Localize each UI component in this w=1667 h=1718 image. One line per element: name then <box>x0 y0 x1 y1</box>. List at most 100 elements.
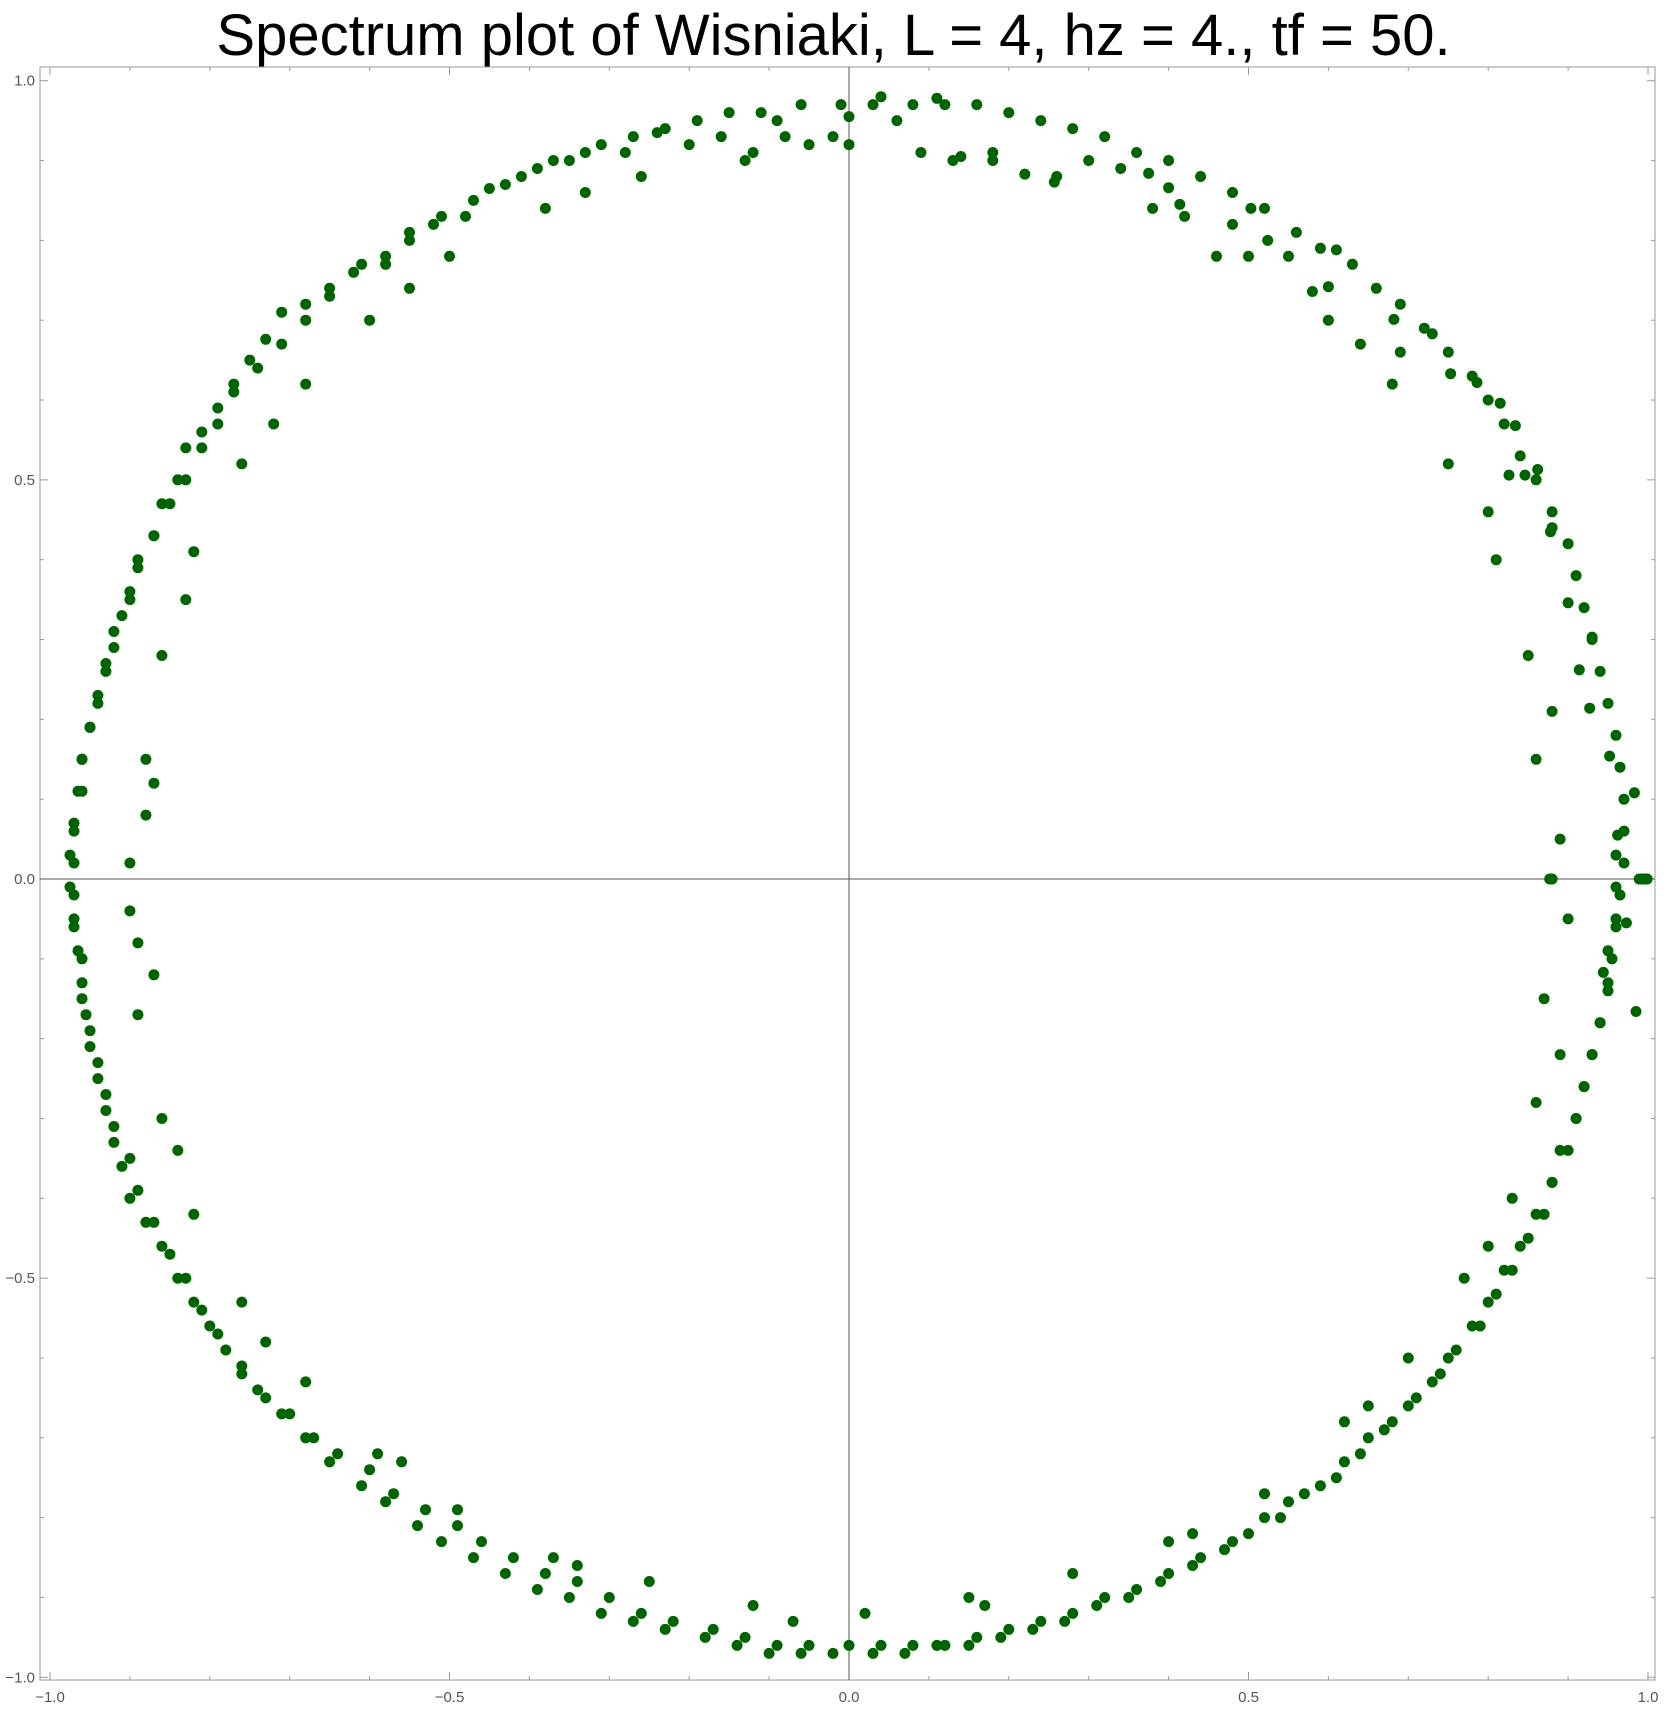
data-point <box>907 1639 919 1651</box>
data-point <box>180 442 192 454</box>
points-layer <box>64 91 1653 1659</box>
data-point <box>931 1639 943 1651</box>
data-point <box>531 163 543 174</box>
data-point <box>1163 182 1175 194</box>
data-point <box>1362 1400 1374 1412</box>
data-point <box>132 1009 144 1021</box>
data-point <box>1059 1615 1071 1627</box>
data-point <box>212 402 224 414</box>
data-point <box>260 1392 272 1404</box>
data-point <box>843 139 855 151</box>
data-point <box>68 889 80 901</box>
data-point <box>124 1152 136 1164</box>
data-point <box>140 809 152 821</box>
data-point <box>196 426 208 438</box>
data-point <box>180 594 192 606</box>
data-point <box>172 1144 184 1156</box>
data-point <box>627 1615 639 1627</box>
data-point <box>1115 163 1127 174</box>
data-point <box>939 99 951 111</box>
data-point <box>1386 1416 1398 1428</box>
data-point <box>1275 1512 1286 1524</box>
data-point <box>1354 1448 1366 1460</box>
data-point <box>188 1208 200 1220</box>
y-tick-labels: −1.0 −0.5 0.0 0.5 1.0 <box>5 73 35 1687</box>
data-point <box>987 147 999 158</box>
data-point <box>579 187 591 198</box>
data-point <box>1298 1488 1310 1500</box>
data-point <box>100 658 112 669</box>
data-point <box>76 993 88 1005</box>
data-point <box>164 1248 176 1260</box>
data-point <box>1131 1584 1143 1595</box>
data-point <box>100 1105 112 1116</box>
data-point <box>739 1631 751 1643</box>
data-point <box>1445 368 1457 380</box>
data-point <box>372 1448 384 1460</box>
data-point <box>1402 1352 1414 1364</box>
data-point <box>476 1536 487 1548</box>
data-point <box>1283 1496 1294 1508</box>
data-point <box>867 99 879 111</box>
data-point <box>300 378 312 390</box>
data-point <box>1283 250 1294 262</box>
data-point <box>1546 506 1558 518</box>
data-point <box>1442 1352 1454 1364</box>
data-point <box>827 1647 839 1659</box>
data-point <box>1051 171 1063 182</box>
data-point <box>1163 155 1175 166</box>
data-point <box>76 977 88 989</box>
data-point <box>420 1504 431 1516</box>
data-point <box>979 1600 991 1611</box>
data-point <box>891 115 903 127</box>
data-point <box>1402 1400 1414 1412</box>
data-point <box>108 1121 120 1132</box>
data-point <box>747 1600 759 1611</box>
data-point <box>1530 753 1542 765</box>
data-point <box>1243 1528 1254 1540</box>
data-point <box>1506 1192 1518 1204</box>
y-tick-label: 1.0 <box>14 73 35 90</box>
data-point <box>1562 913 1574 925</box>
data-point <box>1474 1320 1486 1332</box>
y-tick-label: 0.5 <box>14 472 35 489</box>
data-point <box>1163 1536 1175 1548</box>
data-point <box>1506 1264 1518 1276</box>
data-point <box>1362 1432 1374 1444</box>
data-point <box>1450 1344 1462 1356</box>
data-point <box>867 1647 879 1659</box>
data-point <box>1091 1600 1103 1611</box>
data-point <box>755 107 767 119</box>
y-tick-label: 0.0 <box>14 871 35 888</box>
data-point <box>132 1184 144 1196</box>
data-point <box>571 1576 583 1587</box>
data-point <box>1490 1288 1502 1300</box>
data-point <box>332 1448 344 1460</box>
data-point <box>1498 1264 1510 1276</box>
data-point <box>1594 1017 1606 1029</box>
data-point <box>907 99 919 111</box>
data-point <box>236 1296 248 1308</box>
data-point <box>388 1488 400 1500</box>
data-point <box>1602 697 1614 709</box>
data-point <box>1147 202 1159 214</box>
data-point <box>1482 394 1494 406</box>
data-point <box>595 1607 607 1619</box>
data-point <box>100 1089 112 1100</box>
data-point <box>236 1368 248 1380</box>
data-point <box>1394 298 1406 310</box>
data-point <box>699 1631 711 1643</box>
data-point <box>1602 945 1614 957</box>
data-point <box>1019 168 1031 180</box>
data-point <box>515 171 527 182</box>
data-point <box>779 131 791 143</box>
data-point <box>364 314 376 326</box>
data-point <box>971 1631 983 1643</box>
data-point <box>1262 234 1274 246</box>
data-point <box>196 442 208 454</box>
data-point <box>68 825 80 837</box>
data-point <box>1610 729 1622 741</box>
data-point <box>691 115 703 127</box>
data-point <box>1174 198 1186 210</box>
